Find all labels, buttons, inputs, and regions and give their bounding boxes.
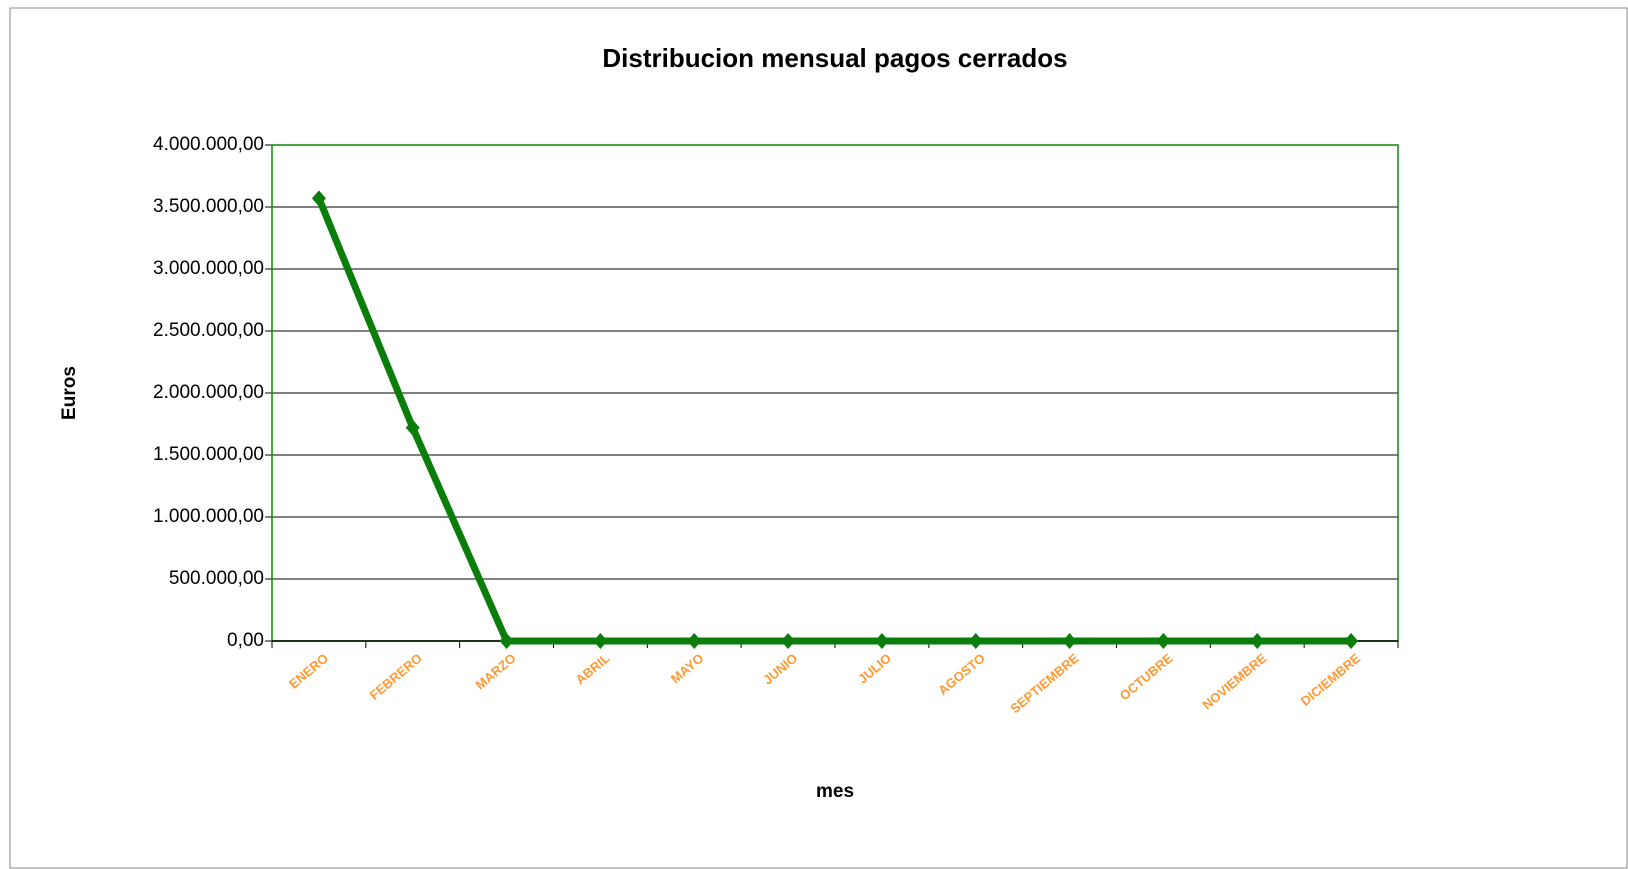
chart-frame (9, 7, 1628, 869)
marker (593, 633, 608, 649)
x-axis-label: mes (816, 781, 854, 802)
marker (499, 633, 514, 649)
marker (405, 419, 420, 436)
y-tick-label: 2.000.000,00 (153, 382, 264, 403)
marker (874, 633, 889, 649)
y-tick-label: 1.500.000,00 (153, 444, 264, 465)
y-tick-label: 3.000.000,00 (153, 258, 264, 279)
y-tick-label: 2.500.000,00 (153, 320, 264, 341)
y-tick-label: 0,00 (227, 630, 264, 651)
y-tick-label: 1.000.000,00 (153, 506, 264, 527)
marker (1250, 633, 1265, 649)
marker (968, 633, 983, 649)
marker (1344, 633, 1359, 649)
marker (1062, 633, 1077, 649)
chart-title: Distribucion mensual pagos cerrados (602, 43, 1067, 73)
y-tick-label: 500.000,00 (169, 568, 264, 589)
y-tick-label: 3.500.000,00 (153, 196, 264, 217)
marker (311, 190, 326, 207)
marker (1156, 633, 1171, 649)
marker (687, 633, 702, 649)
y-tick-label: 4.000.000,00 (153, 134, 264, 155)
y-axis-label: Euros (59, 366, 80, 420)
marker (781, 633, 796, 649)
line (315, 196, 1352, 645)
